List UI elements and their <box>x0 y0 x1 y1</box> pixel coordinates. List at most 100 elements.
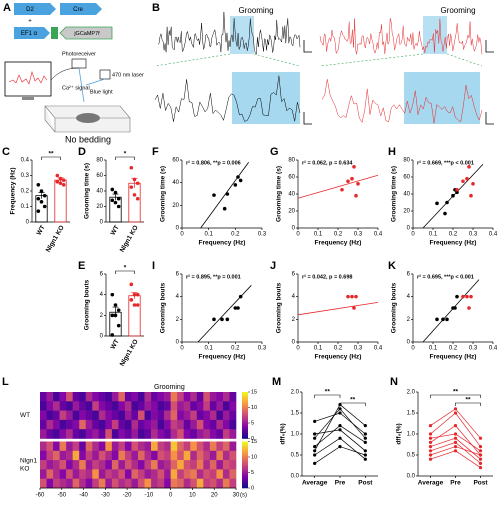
panel-label: M <box>272 376 281 388</box>
heatmap-cell <box>164 392 171 402</box>
heatmap-cell <box>177 410 185 421</box>
colorbar-step <box>242 472 248 475</box>
x-tick-label: 0.3 <box>354 346 363 352</box>
data-point <box>129 298 134 302</box>
data-point <box>428 432 433 436</box>
y-tick-label: 0 <box>100 220 104 226</box>
heatmap-cell <box>124 429 132 439</box>
data-point <box>39 189 44 193</box>
heatmap-cell <box>131 392 139 402</box>
colorbar-step <box>242 482 248 485</box>
heatmap-cell <box>164 460 171 470</box>
promoter-arrow <box>14 27 50 39</box>
data-point <box>435 201 439 206</box>
bar <box>128 295 141 337</box>
colorbar-step <box>242 413 248 416</box>
y-tick-label: 80 <box>288 158 295 164</box>
heatmap-cell <box>59 429 67 439</box>
colorbar-label: 5 <box>251 470 254 476</box>
heatmap-cell <box>118 450 126 461</box>
trace <box>157 11 301 56</box>
x-tick-label: 0.3 <box>469 232 478 238</box>
y-axis-label: Grooming bouts <box>276 282 283 333</box>
construct-label: Cre <box>73 7 83 13</box>
data-point <box>467 165 471 169</box>
colorbar-label: 15 <box>251 439 257 445</box>
colorbar-step <box>242 403 248 406</box>
heatmap-cell <box>164 410 171 421</box>
data-point <box>222 206 227 211</box>
heatmap-cell <box>53 450 60 461</box>
data-point <box>346 179 350 184</box>
heatmap-cell <box>85 429 93 439</box>
heatmap-cell <box>177 441 185 452</box>
heatmap-cell <box>229 450 237 461</box>
heatmap-cell <box>209 441 217 452</box>
colorbar-step <box>242 460 248 464</box>
x-tick-label: 0.2 <box>334 232 343 238</box>
colorbar-step <box>242 455 248 458</box>
data-point <box>363 453 367 457</box>
heatmap-cell <box>138 392 145 402</box>
x-tick-label: 0.2 <box>231 346 240 352</box>
data-point <box>39 200 44 204</box>
fit-line <box>297 301 379 316</box>
x-tick-label: 0 <box>411 232 415 238</box>
panel-label: F <box>152 146 159 158</box>
gene-arrow <box>60 3 102 15</box>
heatmap-cell <box>157 392 165 402</box>
heatmap-cell <box>79 469 87 479</box>
data-point <box>478 466 483 470</box>
y-tick-label: 20 <box>96 204 103 210</box>
stat-annotation: r² = 0.695, ***p < 0.001 <box>417 273 474 280</box>
heatmap-cell <box>111 401 119 411</box>
panel-label: B <box>152 2 160 14</box>
heatmap-cell <box>131 469 139 479</box>
colorbar-step <box>242 458 248 462</box>
data-point <box>338 407 342 411</box>
heatmap-cell <box>72 450 80 461</box>
data-point <box>461 179 465 184</box>
heatmap-cell <box>177 478 185 489</box>
data-point <box>428 457 433 461</box>
heatmap-cell <box>40 460 47 470</box>
data-point <box>313 432 317 436</box>
y-tick-label: 2 <box>100 313 104 319</box>
colorbar-step <box>242 464 248 467</box>
trace <box>154 75 301 122</box>
data-point <box>238 294 243 299</box>
label: Blue light <box>90 89 113 95</box>
heatmap-cell <box>59 419 67 430</box>
heatmap-cell <box>105 419 113 430</box>
x-axis-label: Frequency (Hz) <box>199 240 246 247</box>
optic-fiber <box>78 67 106 103</box>
fit-line <box>200 162 249 229</box>
heatmap-cell <box>164 401 171 411</box>
data-point <box>58 181 63 186</box>
y-tick-label: 0.1 <box>21 204 30 210</box>
group-label: WT <box>20 412 30 419</box>
panel-b: B Grooming Grooming <box>152 2 494 125</box>
heatmap-cell <box>144 441 152 452</box>
heatmap-cell <box>138 401 145 411</box>
y-tick-label: 40 <box>172 180 179 186</box>
y-tick-label: 0 <box>100 334 104 340</box>
data-point <box>313 449 317 453</box>
heatmap-cell <box>229 478 237 489</box>
y-tick-label: 60 <box>96 173 103 179</box>
data-point <box>478 457 483 461</box>
data-point <box>238 178 243 183</box>
colorbar-step <box>242 392 248 395</box>
x-tick-label: Pre <box>335 480 346 487</box>
heatmap-cell <box>157 441 165 452</box>
heatmap-cell <box>216 401 224 411</box>
panel-label: H <box>388 146 396 158</box>
x-tick-label: Post <box>358 480 373 487</box>
data-point <box>113 190 118 195</box>
heatmap-cell <box>216 419 224 430</box>
heatmap-cell <box>92 441 100 452</box>
data-point <box>338 428 342 432</box>
heatmap-cell <box>138 419 145 430</box>
data-point <box>36 183 41 187</box>
x-tick-label: 0.2 <box>231 232 240 238</box>
